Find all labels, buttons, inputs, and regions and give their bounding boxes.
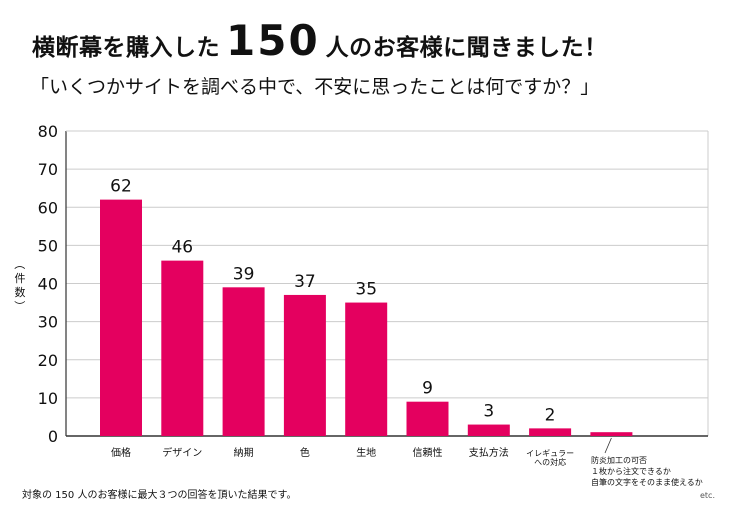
etc-label: etc. (700, 491, 715, 500)
y-tick-label: 0 (48, 427, 58, 446)
data-label: 3 (483, 402, 494, 422)
callout-line (604, 437, 612, 454)
y-tick-label: 40 (38, 275, 58, 294)
x-category-label: イレギュラー (526, 449, 574, 458)
data-label: 9 (422, 379, 433, 399)
chart-title: 横断幕を購入した 150 人のお客様に聞きました！ (32, 16, 608, 65)
footnote: 対象の 150 人のお客様に最大３つの回答を頂いた結果です。 (22, 490, 297, 501)
data-label: 39 (233, 264, 255, 284)
x-category-label: への対応 (534, 457, 566, 467)
x-category-label: 色 (300, 446, 310, 459)
bar (406, 401, 449, 436)
data-label: 35 (355, 280, 377, 300)
y-tick-label: 20 (38, 351, 58, 370)
y-axis-label-char: 件 (15, 272, 26, 285)
bar (100, 199, 142, 436)
bar (467, 424, 510, 436)
data-label: 2 (545, 405, 556, 425)
y-tick-label: 50 (38, 236, 58, 255)
x-category-label: 自筆の文字をそのまま使えるか (591, 477, 703, 487)
x-category-label: 納期 (234, 446, 254, 459)
chart-subtitle: 「いくつかサイトを調べる中で、不安に思ったことは何ですか？」 (30, 76, 600, 98)
bar (590, 432, 633, 436)
title-number: 150 (226, 16, 320, 65)
y-tick-label: 10 (38, 389, 58, 408)
title-suffix: 人のお客様に聞きました！ (325, 35, 608, 61)
bar (529, 428, 572, 436)
y-tick-label: 30 (38, 313, 58, 332)
bar (222, 287, 265, 436)
y-axis-label-char: （ (13, 259, 26, 270)
bar (161, 260, 204, 436)
x-category-label: 防炎加工の可否 (591, 455, 647, 465)
y-tick-label: 70 (38, 160, 58, 179)
bar (283, 294, 326, 436)
x-category-label: 支払方法 (469, 446, 509, 459)
x-category-label: 生地 (356, 446, 376, 459)
y-axis-label-char: 数 (15, 286, 26, 299)
data-label: 37 (294, 272, 316, 292)
x-category-label: 信頼性 (413, 446, 443, 459)
data-label: 46 (171, 238, 193, 258)
y-axis-label-char: ） (13, 301, 26, 312)
y-tick-label: 60 (38, 198, 58, 217)
x-category-label: １枚から注文できるか (591, 466, 671, 476)
data-label: 62 (110, 177, 132, 197)
x-category-label: 価格 (111, 446, 131, 459)
bar (345, 302, 388, 436)
y-tick-label: 80 (38, 122, 58, 141)
title-prefix: 横断幕を購入した (32, 35, 220, 61)
x-category-label: デザイン (162, 446, 202, 459)
